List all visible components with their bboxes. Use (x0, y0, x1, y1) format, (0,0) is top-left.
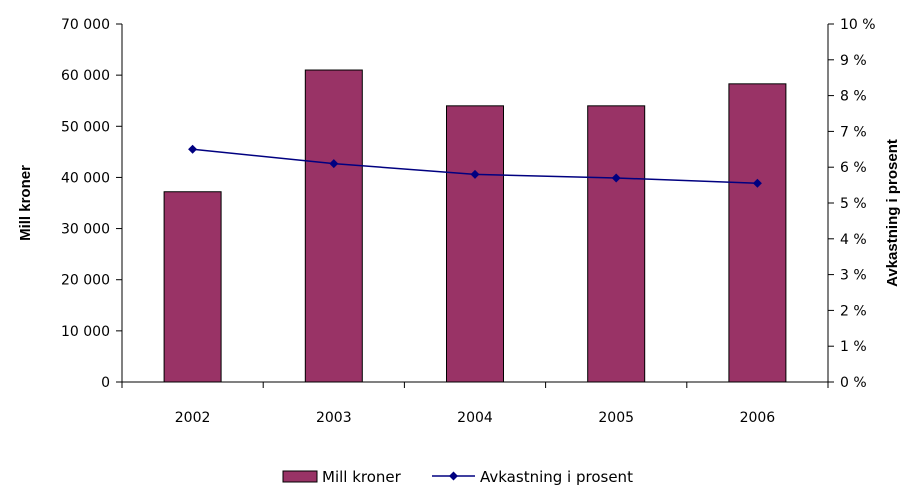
bars-layer (163, 69, 787, 383)
y2-tick-label: 5 % (840, 196, 867, 212)
x-tick-label: 2006 (740, 410, 776, 426)
legend: Mill kroner Avkastning i prosent (282, 468, 633, 486)
line-point-2003 (329, 159, 339, 169)
y2-tick-label: 3 % (840, 268, 867, 284)
line-point-2005 (611, 173, 621, 183)
y-tick-label: 10 000 (61, 324, 110, 340)
y2-tick-label: 8 % (840, 89, 867, 105)
legend-bar-label: Mill kroner (322, 468, 402, 486)
y-tick-label: 40 000 (61, 170, 110, 186)
line-point-2004 (470, 169, 480, 179)
bar-2006 (728, 83, 787, 383)
y-tick-label: 20 000 (61, 273, 110, 289)
line-layer (188, 144, 762, 188)
y2-tick-label: 9 % (840, 53, 867, 69)
y2-axis-title: Avkastning i prosent (884, 139, 901, 287)
y-tick-label: 50 000 (61, 119, 110, 135)
bar-2005 (587, 105, 646, 383)
legend-line-marker (449, 471, 458, 481)
ticks-layer: 0 10 000 20 000 30 000 40 000 50 000 60 000 70 … (61, 17, 876, 426)
y2-tick-label: 4 % (840, 232, 867, 248)
x-tick-label: 2002 (175, 410, 211, 426)
bar-2004 (446, 105, 504, 383)
y2-tick-label: 0 % (840, 375, 867, 391)
legend-bar-swatch (282, 470, 318, 483)
y2-tick-label: 1 % (840, 339, 867, 355)
bar-2002 (163, 191, 222, 383)
y-tick-label: 0 (101, 375, 110, 391)
x-tick-label: 2005 (598, 410, 634, 426)
y2-tick-label: 10 % (840, 17, 876, 33)
bar-2003 (304, 69, 363, 383)
x-tick-label: 2003 (316, 410, 352, 426)
legend-line-label: Avkastning i prosent (480, 468, 633, 486)
x-tick-label: 2004 (457, 410, 493, 426)
y-tick-label: 70 000 (61, 17, 110, 33)
line-point-2002 (188, 144, 198, 154)
y-axis-title: Mill kroner (17, 165, 34, 241)
y2-tick-label: 7 % (840, 124, 867, 140)
y2-tick-label: 2 % (840, 303, 867, 319)
y-tick-label: 30 000 (61, 222, 110, 238)
y-tick-label: 60 000 (61, 68, 110, 84)
y2-tick-label: 6 % (840, 160, 867, 176)
line-point-2006 (752, 178, 762, 188)
